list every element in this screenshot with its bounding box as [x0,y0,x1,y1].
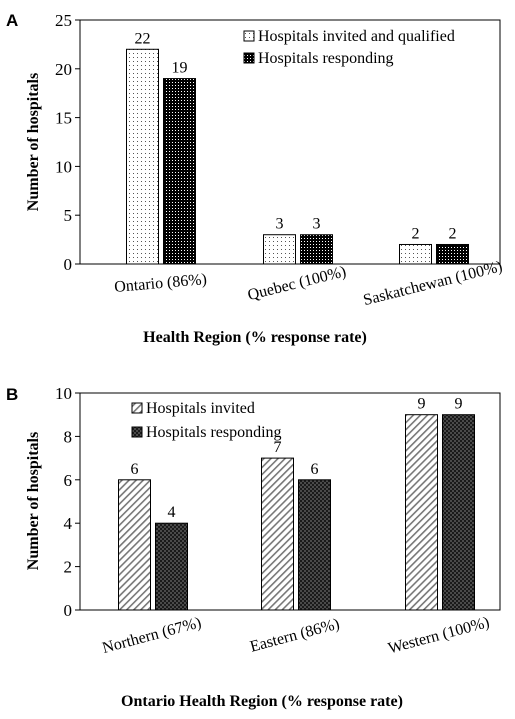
x-tick-label: Saskatchewan (100%) [362,258,505,309]
data-label: 3 [276,216,284,233]
legend-swatch [243,52,255,64]
data-label: 22 [135,30,151,47]
x-tick-label: Western (100%) [386,614,491,657]
y-axis-title: Number of hospitals [25,73,42,211]
data-label: 7 [274,439,282,456]
data-label: 6 [311,461,319,478]
legend-entry: Hospitals responding [258,50,394,67]
data-label: 3 [313,216,321,233]
legend-entry: Hospitals responding [146,424,282,441]
bar [405,414,438,611]
legend-entry: Hospitals invited [146,400,255,417]
legend-swatch [131,426,143,438]
legend-swatch [243,30,255,42]
data-label: 9 [418,396,426,413]
x-tick-label: Quebec (100%) [246,263,348,304]
y-tick-label: 2 [64,558,73,577]
y-tick-label: 4 [64,514,73,533]
x-tick-label: Ontario (86%) [114,271,208,296]
bar [298,479,331,611]
y-tick-label: 8 [64,427,73,446]
bar [399,243,432,265]
bar [442,414,475,611]
y-tick-label: 25 [55,11,72,30]
bar [261,457,294,611]
data-label: 2 [449,225,457,242]
y-tick-label: 10 [55,157,72,176]
y-tick-label: 0 [64,601,73,620]
legend: Hospitals invited Hospitals responding [131,400,282,441]
chart-panel-b: B 0 2 4 6 8 10 6 4 Northern (67%) 7 6 Eastern (86%) 9… [6,384,501,710]
y-axis-title: Number of hospitals [25,432,42,570]
panel-label: A [6,11,18,30]
x-tick-label: Northern (67%) [100,614,203,657]
data-label: 19 [172,60,188,77]
y-tick-label: 10 [55,384,72,403]
y-tick-label: 0 [64,255,73,274]
bar [263,234,296,265]
y-tick-label: 5 [64,206,73,225]
bar [300,234,333,265]
y-tick-label: 20 [55,60,72,79]
x-tick-label: Eastern (86%) [248,616,341,656]
data-label: 2 [412,225,420,242]
bar [126,48,159,265]
data-label: 9 [455,396,463,413]
data-label: 4 [168,504,176,521]
x-axis-title: Health Region (% response rate) [143,329,367,346]
panel-label: B [6,385,18,404]
bar [155,522,188,611]
bar [163,78,196,265]
data-label: 6 [131,461,139,478]
bar [118,479,151,611]
y-tick-label: 15 [55,109,72,128]
legend: Hospitals invited and qualified Hospitals… [243,28,455,67]
legend-swatch [131,402,143,414]
legend-entry: Hospitals invited and qualified [258,28,455,45]
bar [436,243,469,265]
x-axis-title: Ontario Health Region (% response rate) [121,693,403,710]
y-tick-label: 6 [64,471,73,490]
